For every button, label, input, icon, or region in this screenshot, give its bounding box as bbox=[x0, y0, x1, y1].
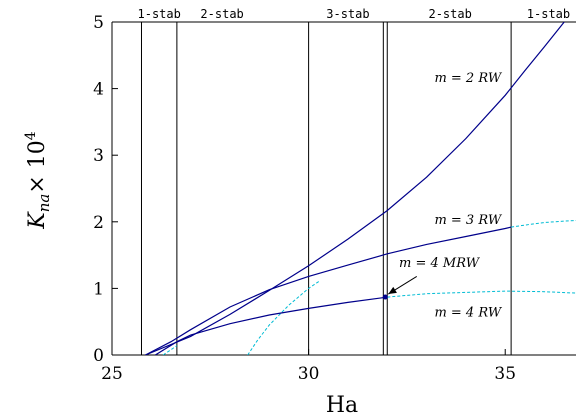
x-tick-label: 35 bbox=[494, 364, 516, 384]
y-tick-label: 5 bbox=[93, 13, 104, 33]
series-annotation: m = 2 RW bbox=[434, 71, 502, 86]
data-point-marker bbox=[382, 294, 388, 300]
y-tick-label: 4 bbox=[93, 80, 104, 100]
series-annotation: m = 4 MRW bbox=[399, 256, 481, 271]
x-tick-label: 25 bbox=[101, 364, 123, 384]
y-tick-label: 3 bbox=[93, 146, 104, 166]
series-annotation: m = 3 RW bbox=[434, 213, 502, 228]
region-label: 1-stab bbox=[527, 7, 570, 21]
series-line bbox=[145, 22, 565, 355]
y-axis-label: Kna× 104 bbox=[23, 131, 53, 229]
region-label: 1-stab bbox=[138, 7, 181, 21]
x-axis-label: Ha bbox=[326, 393, 358, 418]
y-label-sub: na bbox=[35, 194, 53, 213]
series-line bbox=[247, 279, 321, 355]
series-line bbox=[154, 296, 388, 355]
series-line bbox=[145, 226, 512, 355]
y-tick-label: 0 bbox=[93, 346, 104, 366]
region-label: 3-stab bbox=[326, 7, 369, 21]
y-label-main: K bbox=[25, 211, 50, 230]
y-label-times: × 10 bbox=[25, 140, 50, 193]
series-line bbox=[511, 220, 576, 228]
x-tick-label: 30 bbox=[298, 364, 320, 384]
region-label: 2-stab bbox=[200, 7, 243, 21]
svg-text:Kna× 104: Kna× 104 bbox=[23, 131, 53, 229]
y-tick-label: 2 bbox=[93, 213, 104, 233]
series-line bbox=[387, 290, 576, 298]
y-label-exp: 4 bbox=[23, 131, 39, 140]
series-annotation: m = 4 RW bbox=[434, 305, 502, 320]
plot-area: 1-stab 2-stab 3-stab 2-stab 1-stab 0 1 2 3 4 5 25 30… bbox=[93, 7, 576, 384]
region-label: 2-stab bbox=[428, 7, 471, 21]
annotation-arrow-head bbox=[388, 286, 397, 295]
y-tick-label: 1 bbox=[93, 279, 104, 299]
